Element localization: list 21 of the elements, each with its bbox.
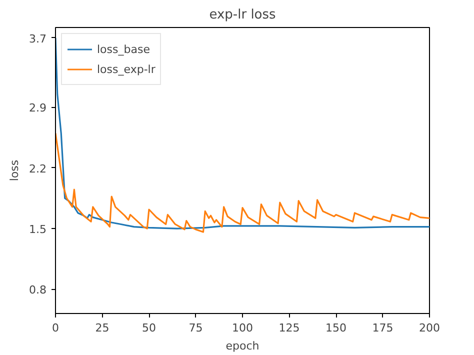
legend-label: loss_exp-lr [97, 62, 156, 76]
x-tick-label: 175 [372, 322, 394, 334]
y-tick-label: 2.9 [29, 102, 47, 115]
x-tick-label: 150 [326, 322, 346, 334]
x-tick-label: 50 [142, 322, 156, 334]
y-tick-label: 2.2 [29, 162, 47, 176]
x-tick-label: 75 [188, 322, 203, 334]
legend-label: loss_base [97, 42, 150, 56]
x-tick-label: 25 [95, 322, 110, 334]
y-tick-label: 0.8 [29, 284, 47, 297]
y-tick-label: 3.7 [29, 32, 47, 46]
x-tick-label: 200 [419, 322, 440, 334]
y-tick-label: 1.5 [29, 223, 47, 236]
x-tick-label: 100 [232, 322, 253, 334]
y-axis-title: loss [8, 160, 22, 182]
x-tick-label: 125 [278, 322, 300, 334]
chart-title: exp-lr loss [209, 8, 276, 22]
line-series [56, 37, 430, 230]
line-series [56, 132, 430, 233]
x-axis-title: epoch [226, 340, 260, 352]
x-tick-label: 0 [52, 322, 59, 334]
